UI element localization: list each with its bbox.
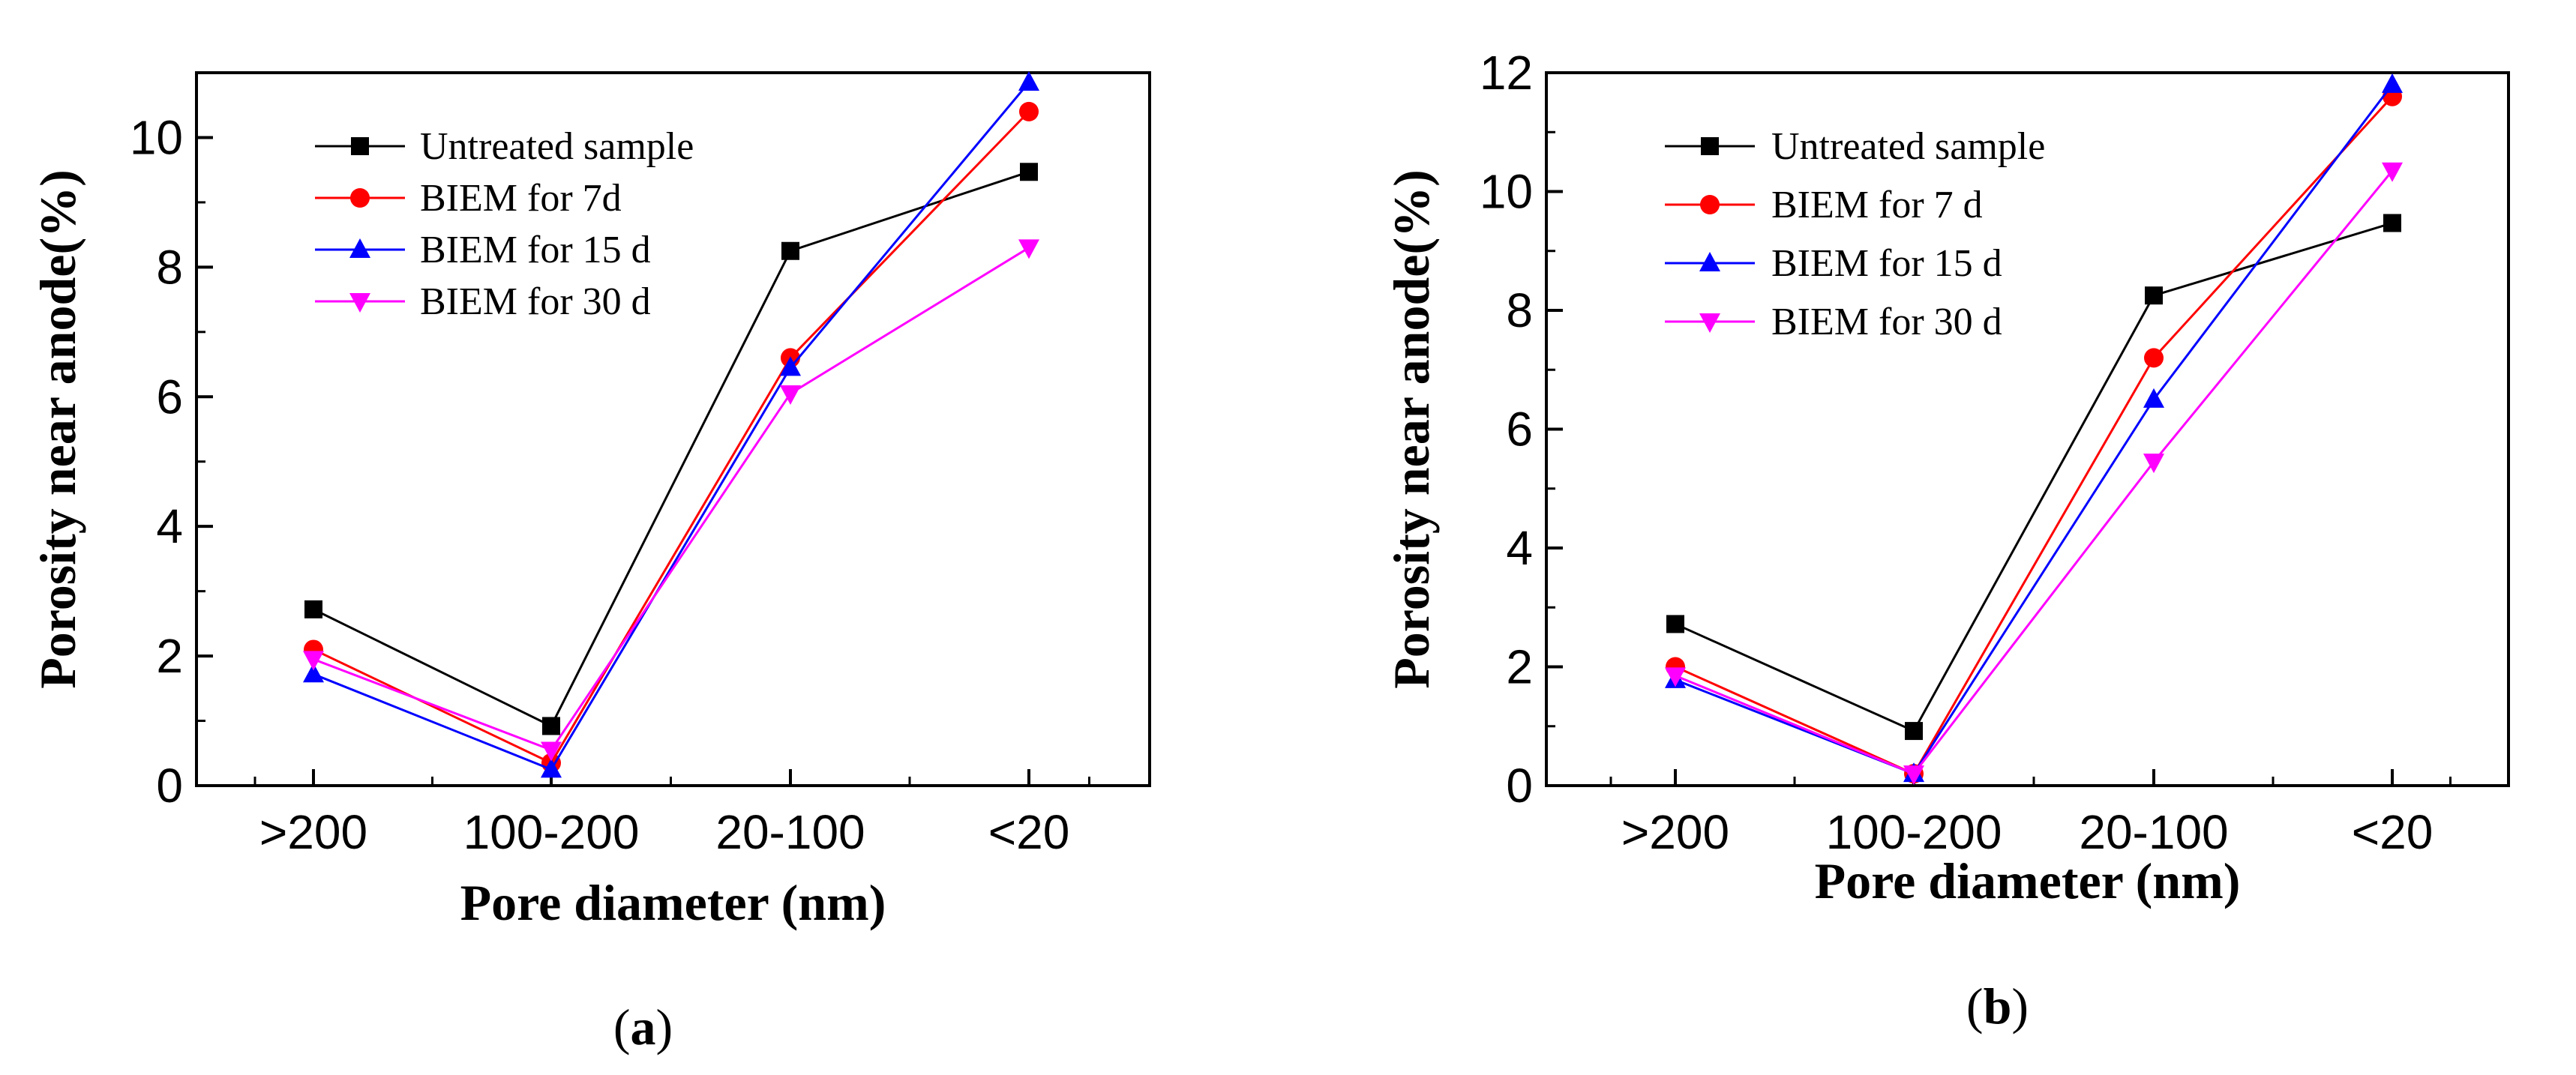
data-point-series-0: [2145, 286, 2163, 305]
y-tick-label: 10: [1480, 165, 1533, 219]
legend-label: Untreated sample: [1771, 125, 2045, 168]
data-point-series-0: [781, 241, 799, 260]
chart-panel-a: 0 2 4 6 8 10 >200 100-200 20-100 <20 Pore diameter…: [29, 70, 1151, 1056]
y-tick-label: 6: [1506, 403, 1533, 457]
legend-marker: [1699, 252, 1720, 271]
x-tick-label: 100-200: [1826, 805, 2002, 859]
x-tick-label: <20: [988, 805, 1070, 859]
data-point-series-2: [2143, 388, 2164, 408]
plot-frame: [195, 71, 1151, 787]
y-axis-title: Porosity near anode(%): [1383, 169, 1440, 689]
y-tick-label: 12: [1480, 46, 1533, 100]
data-point-series-0: [2383, 214, 2401, 232]
data-point-series-3: [1903, 765, 1924, 786]
panel-label: (a): [613, 999, 673, 1056]
series-line-1: [1675, 95, 2394, 776]
x-tick-label: 20-100: [2079, 805, 2228, 859]
x-axis-title: Pore diameter (nm): [1815, 852, 2241, 909]
series-line-3: [313, 247, 1030, 752]
data-point-series-0: [542, 717, 560, 735]
y-tick-label: 6: [156, 370, 183, 424]
x-axis-title: Pore diameter (nm): [460, 874, 886, 931]
legend-marker: [350, 188, 370, 208]
data-point-series-2: [303, 663, 324, 683]
data-point-series-3: [303, 651, 324, 671]
y-tick-label: 0: [1506, 759, 1533, 813]
data-point-series-3: [1018, 239, 1039, 259]
y-axis-title: Porosity near anode(%): [29, 169, 86, 689]
legend-label: BIEM for 15 d: [1771, 242, 2002, 285]
data-point-series-3: [780, 385, 801, 405]
data-point-series-2: [780, 356, 801, 376]
series-line-3: [1675, 169, 2394, 775]
data-point-series-0: [304, 600, 322, 618]
x-tick-label: >200: [259, 805, 367, 859]
data-point-series-1: [1019, 101, 1039, 121]
legend-marker: [1700, 195, 1720, 214]
y-tick-label: 8: [1506, 283, 1533, 337]
legend-marker: [351, 137, 369, 155]
y-tick-label: 4: [156, 499, 183, 553]
y-tick-label: 10: [130, 110, 183, 164]
series-line-2: [1675, 83, 2394, 775]
y-tick-label: 2: [1506, 640, 1533, 694]
x-tick-label: <20: [2352, 805, 2434, 859]
panel-label: (b): [1966, 978, 2029, 1035]
legend-label: BIEM for 7d: [420, 177, 622, 220]
series-line-0: [1675, 222, 2393, 733]
legend-label: BIEM for 30 d: [420, 280, 651, 323]
y-tick-label: 2: [156, 629, 183, 683]
legend-marker: [349, 238, 370, 258]
data-point-series-0: [1905, 722, 1923, 741]
series-line-1: [313, 110, 1030, 765]
data-point-series-3: [2143, 454, 2164, 474]
y-tick-label: 8: [156, 240, 183, 294]
data-point-series-3: [1665, 667, 1686, 687]
data-point-series-2: [541, 758, 562, 778]
chart-panel-b: 0 2 4 6 8 10 12 >200 100-200 20-100 <20 Pore diamet…: [1383, 46, 2510, 1035]
x-tick-label: >200: [1621, 805, 1729, 859]
legend-label: BIEM for 30 d: [1771, 301, 2002, 343]
series-line-2: [313, 82, 1030, 771]
data-point-series-0: [1666, 615, 1684, 633]
legend-label: Untreated sample: [420, 125, 694, 168]
legend-label: BIEM for 7 d: [1771, 184, 1983, 226]
legend-marker: [349, 293, 370, 313]
data-point-series-3: [2382, 162, 2403, 182]
data-point-series-3: [541, 741, 562, 762]
legend-label: BIEM for 15 d: [420, 229, 651, 271]
y-tick-label: 4: [1506, 521, 1533, 575]
data-point-series-2: [2382, 73, 2403, 93]
x-tick-label: 100-200: [463, 805, 640, 859]
data-point-series-2: [1018, 70, 1039, 91]
data-point-series-1: [2144, 348, 2164, 368]
x-tick-label: 20-100: [715, 805, 865, 859]
data-point-series-0: [1020, 163, 1038, 181]
legend-marker: [1699, 313, 1720, 333]
series-line-0: [313, 170, 1030, 728]
y-tick-label: 0: [156, 759, 183, 813]
legend-marker: [1701, 137, 1719, 155]
